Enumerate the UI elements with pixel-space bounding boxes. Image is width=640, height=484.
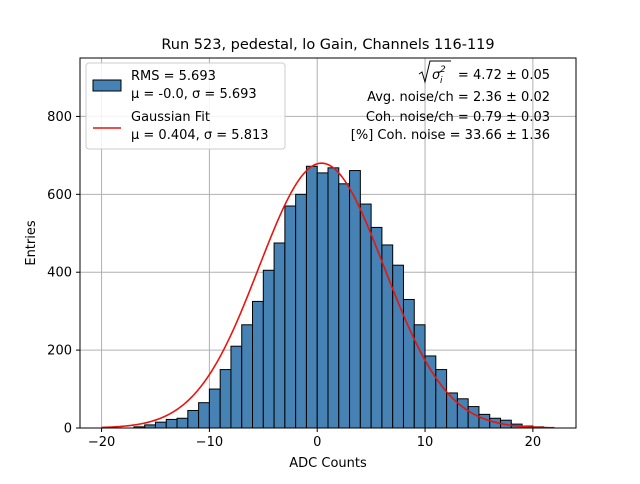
histogram-bar [219, 369, 232, 429]
histogram-bar [413, 324, 426, 429]
legend-fit-line1: Gaussian Fit [131, 110, 210, 125]
x-tick-label: 10 [417, 435, 434, 450]
histogram-bar [198, 402, 210, 429]
histogram-bar [316, 172, 329, 429]
histogram-bar [435, 369, 448, 429]
histogram-bar [338, 183, 351, 429]
histogram-bar [349, 170, 361, 429]
chart-title: Run 523, pedestal, lo Gain, Channels 116… [161, 37, 494, 53]
histogram-bar [327, 167, 340, 429]
histogram-bar [230, 345, 243, 429]
x-tick-label: −20 [88, 435, 115, 450]
y-tick-label: 0 [64, 422, 72, 437]
coh-noise-text: Coh. noise/ch = 0.79 ± 0.03 [366, 110, 550, 125]
y-axis-label: Entries [24, 220, 39, 266]
histogram-bar [424, 355, 437, 429]
legend-patch-histogram [92, 79, 122, 92]
histogram-bar [262, 269, 275, 429]
legend-histogram-line2: μ = -0.0, σ = 5.693 [131, 87, 257, 102]
x-tick-label: 20 [525, 435, 542, 450]
svg-text:i: i [440, 76, 443, 86]
histogram-bar [154, 421, 167, 429]
histogram-bar [478, 413, 491, 429]
histogram-bar [273, 242, 286, 429]
y-tick-label: 800 [47, 110, 72, 125]
legend-histogram-line1: RMS = 5.693 [131, 69, 216, 84]
pct-coh-noise-text: [%] Coh. noise = 33.66 ± 1.36 [351, 128, 550, 143]
x-tick-label: −10 [196, 435, 223, 450]
gaussian-fit-curve [101, 162, 555, 429]
svg-text:2: 2 [440, 65, 446, 75]
legend-box [85, 62, 286, 150]
noise-annotations: σ 2 i = 4.72 ± 0.05 Avg. noise/ch = 2.36… [351, 60, 550, 143]
legend: RMS = 5.693 μ = -0.0, σ = 5.693 Gaussian… [85, 62, 286, 150]
histogram-bar [252, 300, 264, 429]
sqrt-sigma-symbol: σ 2 i [418, 60, 451, 86]
avg-noise-text: Avg. noise/ch = 2.36 ± 0.02 [367, 90, 550, 105]
histogram-bar [284, 205, 297, 429]
histogram-bar [165, 418, 178, 429]
x-tick-label: 0 [313, 435, 321, 450]
histogram-bar [187, 409, 200, 429]
svg-text:σ: σ [432, 68, 441, 83]
histogram-bar [208, 388, 221, 429]
histogram-bar [359, 203, 372, 429]
histogram-bar [176, 417, 189, 429]
histogram-bar [241, 324, 254, 429]
histogram-bar [381, 244, 394, 429]
x-axis-label: ADC Counts [289, 456, 367, 471]
histogram-bar [295, 193, 307, 429]
histogram-bar [467, 406, 480, 429]
y-tick-label: 200 [47, 344, 72, 359]
legend-fit-line2: μ = 0.404, σ = 5.813 [131, 128, 269, 143]
plot-frame [79, 57, 577, 429]
histogram-bar [392, 264, 404, 429]
y-tick-label: 400 [47, 266, 72, 281]
fit-layer [101, 162, 555, 429]
histogram-bar [305, 165, 318, 429]
y-tick-label: 600 [47, 188, 72, 203]
sqrt-sigma-value: = 4.72 ± 0.05 [458, 68, 550, 83]
